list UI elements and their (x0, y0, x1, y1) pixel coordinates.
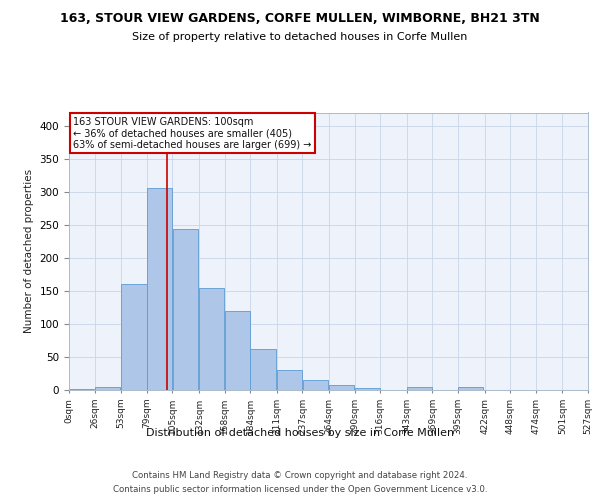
Bar (329, 384, 355, 390)
Bar (95, 386, 120, 390)
Bar (458, 388, 484, 390)
Bar (250, 349, 275, 390)
Text: 163 STOUR VIEW GARDENS: 100sqm
← 36% of detached houses are smaller (405)
63% of: 163 STOUR VIEW GARDENS: 100sqm ← 36% of … (73, 116, 311, 150)
Bar (302, 380, 328, 390)
Bar (407, 388, 432, 390)
Bar (355, 388, 380, 390)
Bar (69, 388, 94, 390)
Text: Size of property relative to detached houses in Corfe Mullen: Size of property relative to detached ho… (133, 32, 467, 42)
Bar (277, 370, 302, 390)
Bar (199, 288, 224, 390)
Text: Distribution of detached houses by size in Corfe Mullen: Distribution of detached houses by size … (146, 428, 454, 438)
Text: 163, STOUR VIEW GARDENS, CORFE MULLEN, WIMBORNE, BH21 3TN: 163, STOUR VIEW GARDENS, CORFE MULLEN, W… (60, 12, 540, 26)
Text: Contains HM Land Registry data © Crown copyright and database right 2024.: Contains HM Land Registry data © Crown c… (132, 471, 468, 480)
Bar (173, 230, 198, 390)
Text: Contains public sector information licensed under the Open Government Licence v3: Contains public sector information licen… (113, 485, 487, 494)
Y-axis label: Number of detached properties: Number of detached properties (24, 169, 34, 334)
Bar (225, 312, 250, 390)
Bar (121, 284, 146, 390)
Bar (147, 188, 172, 390)
